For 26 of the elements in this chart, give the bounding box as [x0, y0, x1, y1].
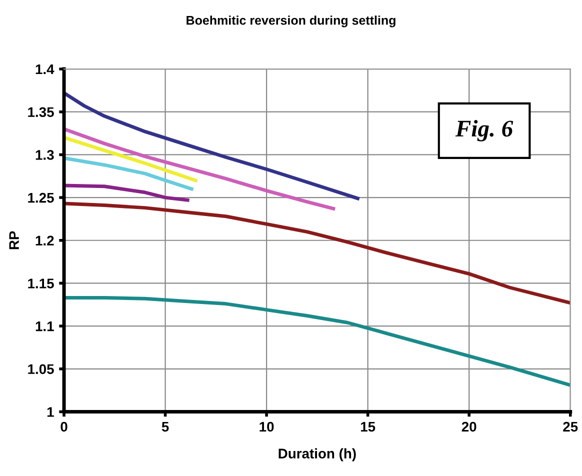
y-tick-label: 1.2	[36, 236, 54, 246]
y-tick-label: 1.05	[28, 364, 54, 374]
y-tick-label: 1	[47, 407, 54, 417]
x-tick-label: 15	[360, 422, 376, 432]
x-tick-label: 20	[462, 422, 476, 432]
line-series	[64, 136, 198, 182]
y-tick-label: 1.1	[36, 322, 54, 332]
line-series	[64, 156, 194, 191]
x-tick-label: 5	[162, 422, 169, 432]
line-series	[64, 296, 570, 387]
x-tick-label: 25	[563, 422, 578, 432]
y-tick-label: 1.35	[28, 107, 54, 118]
line-series	[64, 184, 190, 202]
x-tick-label: 0	[60, 422, 68, 432]
y-axis-title: RP	[9, 231, 19, 250]
chart-title: Boehmitic reversion during settling	[186, 16, 396, 28]
line-series	[64, 91, 360, 200]
annotation: Fig. 6	[455, 120, 514, 142]
y-tick-label: 1.4	[36, 64, 54, 74]
line-series	[64, 202, 570, 305]
x-axis-title: Duration (h)	[278, 448, 356, 462]
x-tick-label: 10	[260, 422, 274, 432]
line-series	[64, 127, 336, 210]
y-tick-label: 1.15	[28, 278, 54, 288]
y-tick-label: 1.3	[36, 150, 54, 160]
y-tick-label: 1.25	[28, 192, 54, 203]
